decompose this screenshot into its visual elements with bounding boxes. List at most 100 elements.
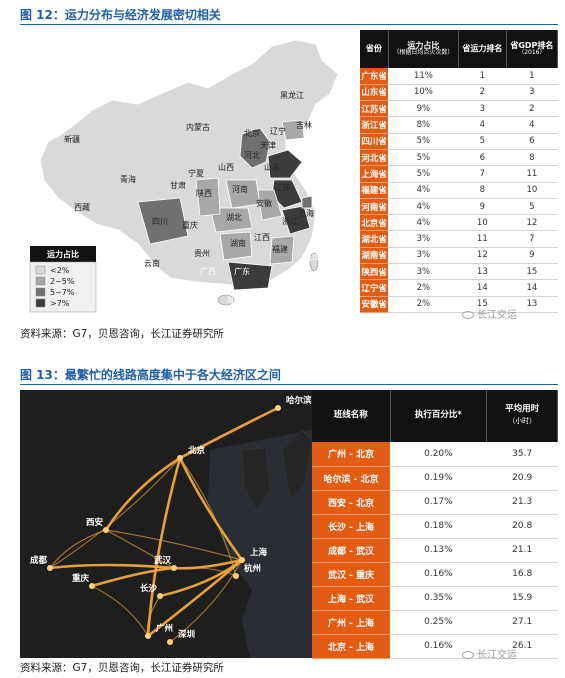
- province-label: 吉林: [296, 120, 312, 130]
- city-marker: [275, 405, 281, 411]
- route-line: [104, 456, 182, 532]
- route-line: [105, 529, 243, 561]
- province-cell: 山东省: [360, 84, 389, 102]
- value-cell: 12: [506, 214, 558, 232]
- table-row: 上海 - 武汉 0.35% 15.9: [312, 586, 558, 611]
- table-row: 哈尔滨 - 北京 0.19% 20.9: [312, 466, 558, 491]
- province-label: 浙江: [282, 216, 298, 226]
- value-cell: 6: [458, 149, 507, 167]
- value-cell: 2: [458, 84, 507, 102]
- province-cell: 河南省: [360, 198, 389, 216]
- value-cell: 1: [506, 68, 558, 85]
- province-label: 重庆: [182, 220, 198, 230]
- table-row: 广州 - 上海 0.25% 27.1: [312, 610, 558, 635]
- city-marker: [157, 593, 163, 599]
- figure-12-source: 资料来源：G7，贝恩咨询，长江证券研究所: [20, 328, 224, 340]
- city-label: 北京: [188, 445, 206, 456]
- value-cell: 8%: [388, 116, 459, 134]
- province-label: 贵州: [194, 248, 210, 258]
- route-line: [91, 585, 149, 637]
- route-cell: 成都 - 武汉: [312, 538, 390, 563]
- value-cell: 20.9: [486, 466, 558, 491]
- province-label: 江西: [254, 233, 270, 242]
- province-label: 甘肃: [170, 180, 186, 190]
- route-line: [48, 563, 176, 570]
- province-cell: 北京省: [360, 214, 389, 232]
- value-cell: 35.7: [486, 442, 558, 467]
- value-cell: 7: [506, 230, 558, 248]
- legend-label: 2~5%: [50, 277, 75, 286]
- route-line: [49, 529, 107, 569]
- value-cell: 9: [506, 247, 558, 265]
- table-row: 湖南省 3% 12 9: [360, 247, 558, 265]
- city-label: 广州: [156, 623, 173, 634]
- value-cell: 11%: [388, 68, 459, 85]
- city-label: 西安: [86, 517, 104, 528]
- route-line: [90, 566, 176, 588]
- value-cell: 15: [458, 296, 507, 313]
- figure-13-watermark: 长江交运: [462, 646, 517, 661]
- province-label: 湖南: [230, 238, 246, 248]
- province-label: 广东: [234, 266, 250, 276]
- route-line: [173, 567, 237, 577]
- province-cell: 辽宁省: [360, 279, 389, 297]
- region-hubei: [209, 207, 253, 233]
- province-cell: 四川省: [360, 133, 389, 150]
- route-cell: 长沙 - 上海: [312, 514, 390, 539]
- legend-swatch: [35, 265, 46, 275]
- province-label: 青海: [120, 174, 136, 184]
- value-cell: 4: [506, 116, 558, 134]
- table-row: 广东省 11% 1 1: [360, 68, 558, 85]
- region-shaanxi: [195, 177, 221, 217]
- legend-swatch: [35, 298, 46, 308]
- province-label: 安徽: [256, 198, 272, 208]
- route-line: [105, 529, 175, 569]
- value-cell: 3: [506, 84, 558, 102]
- figure-12-watermark: 长江交运: [462, 306, 517, 321]
- value-cell: 7: [458, 165, 507, 183]
- value-cell: 4%: [388, 214, 459, 232]
- city-label: 武汉: [154, 555, 172, 566]
- city-label: 成都: [30, 555, 48, 566]
- province-cell: 浙江省: [360, 116, 389, 134]
- value-cell: 13: [506, 296, 558, 313]
- value-cell: 3%: [388, 230, 459, 248]
- province-cell: 江苏省: [360, 100, 389, 118]
- value-cell: 10: [458, 214, 507, 232]
- region-henan: [225, 179, 261, 209]
- japan-islands: [281, 429, 312, 501]
- legend-swatch: [35, 287, 46, 297]
- province-label: 辽宁: [270, 126, 286, 136]
- route-cell: 北京 - 上海: [312, 634, 390, 659]
- value-cell: 5: [458, 133, 507, 150]
- table-header-execution-pct: 执行百分比*: [390, 390, 488, 442]
- province-cell: 上海省: [360, 165, 389, 183]
- value-cell: 0.17%: [390, 490, 487, 515]
- table-row: 福建省 4% 8 10: [360, 182, 558, 199]
- province-cell: 广东省: [360, 68, 389, 85]
- table-header-route: 班线名称: [312, 390, 391, 442]
- route-cell: 广州 - 上海: [312, 610, 390, 635]
- table-row: 长沙 - 上海 0.18% 20.8: [312, 514, 558, 539]
- value-cell: 0.18%: [390, 514, 487, 539]
- value-cell: 3: [458, 100, 507, 118]
- province-label: 湖北: [226, 213, 242, 222]
- province-cell: 湖南省: [360, 247, 389, 265]
- province-label: 内蒙古: [186, 122, 210, 132]
- region-shandong: [267, 149, 303, 179]
- table-row: 湖北省 3% 11 7: [360, 230, 558, 248]
- province-label: 海南: [226, 295, 242, 305]
- table-row: 安徽省 2% 15 13: [360, 296, 558, 313]
- value-cell: 0.20%: [390, 442, 487, 467]
- table-row: 北京省 4% 10 12: [360, 214, 558, 232]
- province-cell: 陕西省: [360, 263, 389, 281]
- province-cell: 福建省: [360, 182, 389, 199]
- province-label: 广西: [200, 266, 216, 276]
- route-cell: 西安 - 北京: [312, 490, 390, 515]
- city-label: 杭州: [244, 563, 261, 574]
- legend-label: 5~7%: [50, 288, 75, 297]
- value-cell: 8: [458, 182, 507, 199]
- route-cell: 上海 - 武汉: [312, 586, 390, 611]
- table-row: 河南省 4% 9 5: [360, 198, 558, 216]
